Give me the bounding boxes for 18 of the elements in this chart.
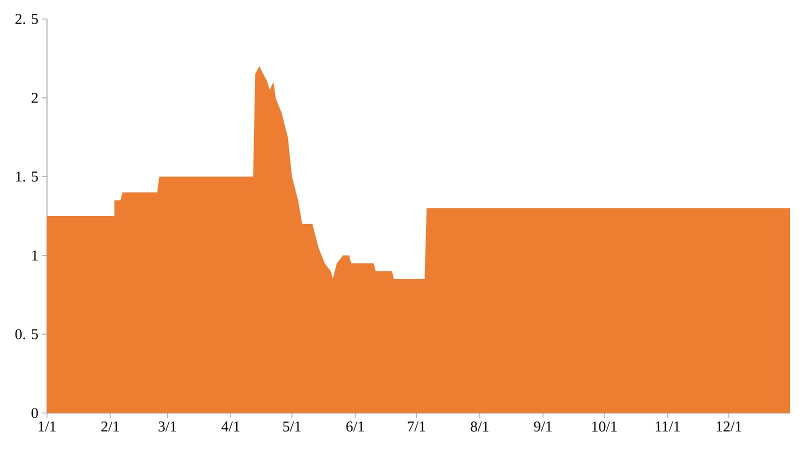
- y-tick-label: 0. 5: [15, 329, 38, 340]
- x-tick-label: 1/1: [38, 422, 56, 432]
- y-tick-label: 1. 5: [16, 172, 38, 182]
- x-tick-label: 4/1: [221, 422, 240, 432]
- x-tick-label: 5/1: [283, 422, 301, 432]
- x-tick-label: 6/1: [346, 422, 364, 432]
- x-tick-label: 8/1: [470, 422, 488, 432]
- y-tick-label: 2: [32, 92, 38, 103]
- x-tick-label: 7/1: [408, 422, 426, 432]
- x-tick-label: 2/1: [101, 422, 119, 432]
- y-tick-label: 0: [32, 408, 38, 418]
- y-tick-label: 2. 5: [15, 14, 38, 24]
- x-tick-label: 12/1: [716, 422, 742, 432]
- x-tick-label: 3/1: [158, 422, 176, 432]
- x-tick-label: 9/1: [534, 422, 552, 432]
- x-tick-label: 11/1: [656, 422, 680, 432]
- y-tick-label: 1: [32, 250, 38, 260]
- x-tick-label: 10/1: [592, 422, 617, 432]
